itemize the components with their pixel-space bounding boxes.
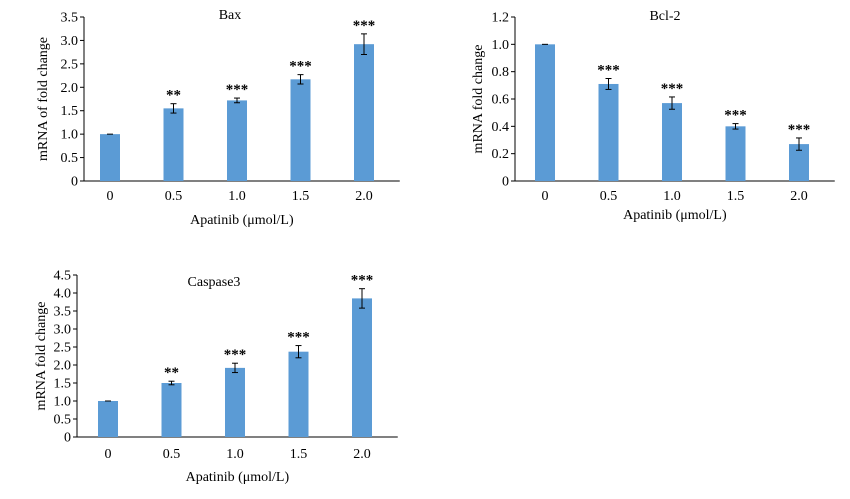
significance-label: ** (166, 88, 181, 104)
y-axis-label: mRNA fold change (34, 302, 49, 411)
y-tick-label: 1.0 (492, 38, 510, 53)
y-tick-label: 4.0 (54, 287, 72, 302)
chart-caspase3: 0 0.5 1.0 1.5 2.0 2.5 3.0 3.5 4.0 4.5 0 ** 0.5 *** 1.0… (34, 269, 398, 485)
bar (290, 79, 311, 181)
x-tick-label: 0.5 (165, 189, 183, 204)
bar (352, 298, 372, 437)
y-axis-label: mRNA fold change (471, 45, 486, 154)
bar (789, 144, 809, 181)
x-tick-label: 1.0 (226, 447, 244, 462)
y-tick-label: 1.0 (61, 128, 79, 143)
bar (227, 100, 247, 181)
y-tick-label: 0.6 (492, 93, 510, 108)
y-tick-label: 2.0 (61, 81, 79, 96)
x-tick-label: 1.0 (663, 189, 681, 204)
x-tick-label: 1.0 (228, 189, 246, 204)
significance-label: *** (351, 273, 374, 289)
chart-title: Caspase3 (188, 275, 241, 290)
x-tick-label: 0 (105, 447, 112, 462)
bar (535, 44, 555, 182)
significance-label: *** (724, 108, 747, 124)
y-tick-label: 0.8 (492, 65, 510, 80)
y-tick-label: 3.5 (54, 305, 72, 320)
y-tick-label: 0 (64, 431, 71, 446)
x-tick-label: 1.5 (290, 447, 308, 462)
significance-label: *** (226, 82, 249, 98)
y-tick-label: 3.0 (54, 323, 72, 338)
y-tick-label: 0.5 (61, 151, 79, 166)
bar (662, 103, 682, 181)
bar (354, 44, 374, 182)
chart-bax: 0 0.5 1.0 1.5 2.0 2.5 3.0 3.5 0 ** 0.5 *** 1.0 *** 1.5… (36, 8, 400, 228)
chart-title: Bcl-2 (649, 9, 680, 24)
y-tick-label: 3.5 (61, 11, 79, 26)
significance-label: *** (289, 59, 312, 75)
significance-label: *** (597, 63, 620, 79)
y-tick-label: 0.5 (54, 413, 72, 428)
bar (225, 367, 245, 437)
bar (288, 351, 309, 437)
chart-title: Bax (219, 8, 242, 23)
y-tick-label: 0.2 (492, 147, 510, 162)
x-tick-label: 0.5 (163, 447, 181, 462)
x-tick-label: 2.0 (355, 189, 373, 204)
y-tick-label: 2.5 (54, 341, 72, 356)
x-tick-label: 0 (542, 189, 549, 204)
x-tick-label: 1.5 (292, 189, 310, 204)
bar (100, 134, 120, 181)
chart-bcl2: 0 0.2 0.4 0.6 0.8 1.0 1.2 0 *** 0.5 *** 1.0 *** 1.5 **… (471, 9, 835, 223)
significance-label: *** (287, 330, 310, 346)
x-tick-label: 0 (107, 189, 114, 204)
y-tick-label: 2.0 (54, 359, 72, 374)
y-tick-label: 1.2 (492, 11, 510, 26)
x-tick-label: 2.0 (353, 447, 371, 462)
bar (163, 108, 184, 181)
x-axis-label: Apatinib (μmol/L) (623, 208, 727, 223)
y-tick-label: 3.0 (61, 34, 79, 49)
y-axis-label: mRNA of fold change (36, 37, 51, 161)
significance-label: *** (224, 347, 247, 363)
x-tick-label: 1.5 (727, 189, 745, 204)
bar (161, 383, 182, 437)
bar (725, 126, 746, 181)
y-tick-label: 0.4 (492, 120, 510, 135)
y-tick-label: 1.5 (61, 104, 79, 119)
x-tick-label: 2.0 (790, 189, 808, 204)
y-tick-label: 2.5 (61, 57, 79, 72)
y-tick-label: 0 (71, 175, 78, 190)
y-tick-label: 1.5 (54, 377, 72, 392)
y-tick-label: 4.5 (54, 269, 72, 284)
y-tick-label: 1.0 (54, 395, 72, 410)
significance-label: ** (164, 365, 179, 381)
x-axis-label: Apatinib (μmol/L) (186, 470, 290, 485)
y-tick-label: 0 (502, 175, 509, 190)
x-axis-label: Apatinib (μmol/L) (190, 213, 294, 228)
significance-label: *** (661, 81, 684, 97)
bar (598, 83, 619, 181)
significance-label: *** (788, 122, 811, 138)
x-tick-label: 0.5 (600, 189, 618, 204)
significance-label: *** (353, 18, 376, 34)
bar (98, 401, 118, 437)
